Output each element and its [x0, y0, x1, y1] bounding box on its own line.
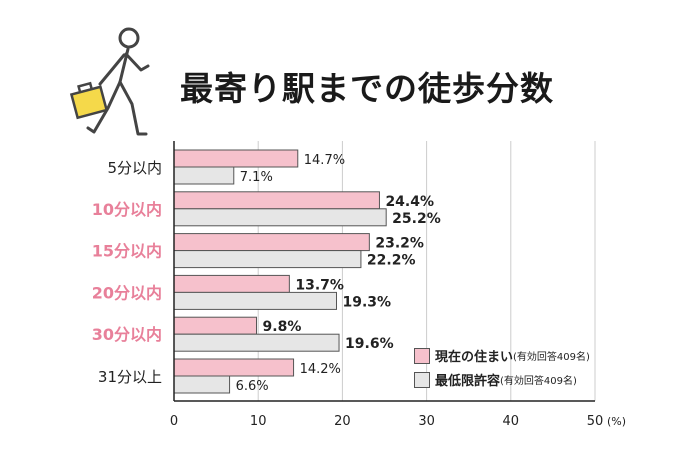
axes: 0 10 20 30 40 50 (%) 5分以内 10分以内 15分以内 20分以内 30分以内 31…	[92, 141, 626, 429]
data-label: 19.6%	[345, 336, 394, 352]
legend-item-current: 現在の住まい (有効回答409名)	[414, 346, 590, 365]
data-label: 13.7%	[295, 277, 344, 293]
walking-person-with-briefcase-icon	[69, 27, 150, 136]
x-unit-label: (%)	[607, 415, 626, 428]
bar-current	[173, 358, 295, 377]
category-label: 10分以内	[92, 200, 162, 219]
category-label: 15分以内	[92, 242, 162, 261]
data-label: 22.2%	[367, 253, 416, 269]
bar-current	[173, 274, 290, 293]
bar-minimum	[173, 333, 340, 352]
data-labels: 14.7% 7.1% 24.4%25.2% 23.2%22.2% 13.7%19.3% 9…	[236, 153, 441, 394]
bar-current	[173, 191, 380, 210]
data-label: 14.2%	[300, 362, 341, 377]
bar-minimum	[173, 250, 362, 269]
category-label: 5分以内	[107, 159, 162, 177]
bars	[173, 149, 387, 394]
legend-note-current: (有効回答409名)	[513, 352, 590, 363]
bar-current	[173, 149, 299, 168]
x-tick-label: 50	[587, 414, 604, 429]
data-label: 6.6%	[236, 379, 269, 394]
x-tick-label: 0	[170, 414, 178, 429]
category-label: 31分以上	[98, 368, 162, 386]
data-label: 24.4%	[385, 194, 434, 210]
bar-minimum	[173, 208, 387, 227]
bar-current	[173, 233, 370, 252]
legend-note-minimum: (有効回答409名)	[500, 376, 577, 387]
bar-minimum	[173, 375, 231, 394]
data-label: 19.3%	[343, 294, 392, 310]
legend-item-minimum: 最低限許容 (有効回答409名)	[414, 370, 577, 389]
data-label: 9.8%	[263, 319, 302, 335]
legend-label-minimum: 最低限許容	[435, 374, 501, 389]
data-label: 25.2%	[392, 211, 441, 227]
x-tick-label: 30	[418, 414, 435, 429]
legend-swatch-minimum	[414, 371, 430, 388]
x-tick-label: 20	[334, 414, 351, 429]
bar-current	[173, 316, 258, 335]
data-label: 23.2%	[375, 236, 424, 252]
bar-minimum	[173, 291, 338, 310]
legend-swatch-current	[414, 347, 430, 364]
x-tick-label: 40	[503, 414, 520, 429]
category-label: 30分以内	[92, 325, 162, 344]
category-label: 20分以内	[92, 283, 162, 302]
data-label: 14.7%	[304, 153, 345, 168]
bar-minimum	[173, 166, 235, 185]
data-label: 7.1%	[240, 170, 273, 185]
legend-label-current: 現在の住まい	[435, 350, 514, 365]
x-tick-label: 10	[250, 414, 267, 429]
chart-title: 最寄り駅までの徒歩分数	[180, 69, 554, 108]
